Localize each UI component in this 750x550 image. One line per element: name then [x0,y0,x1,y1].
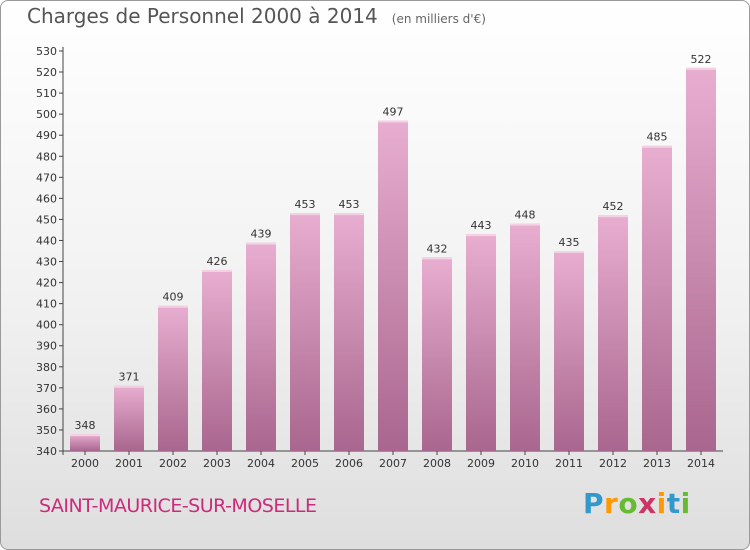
bar [70,434,100,451]
bar-top [158,305,188,308]
y-tick-label: 420 [36,277,57,290]
bar [598,215,628,451]
x-tick-label: 2002 [159,457,187,470]
bar-top [202,269,232,272]
y-tick-label: 350 [36,424,57,437]
bar [554,251,584,451]
chart-subtitle: (en milliers d'€) [391,12,486,26]
x-tick-label: 2000 [71,457,99,470]
y-tick-label: 430 [36,256,57,269]
x-tick-label: 2013 [643,457,671,470]
bar-top [422,257,452,260]
y-tick-label: 490 [36,129,57,142]
y-tick-label: 440 [36,234,57,247]
bar [378,120,408,451]
y-tick-label: 530 [36,45,57,58]
bar-top [598,215,628,218]
bar [290,213,320,451]
data-label: 426 [207,255,228,268]
x-tick-label: 2005 [291,457,319,470]
data-label: 485 [647,131,668,144]
logo-letter: o [618,487,639,520]
x-tick-label: 2007 [379,457,407,470]
title-text: Charges de Personnel 2000 à 2014 [27,4,378,28]
data-label: 435 [559,236,580,249]
bar [246,242,276,451]
logo-letter: i [656,487,667,520]
y-tick-label: 480 [36,150,57,163]
logo-letter: x [638,487,657,520]
bar [510,223,540,451]
proxiti-logo: Proxiti [583,487,691,520]
x-tick-label: 2006 [335,457,363,470]
logo-letter: i [680,487,691,520]
data-label: 443 [471,219,492,232]
data-label: 348 [75,419,96,432]
bar-top [70,434,100,437]
bar [422,257,452,451]
data-label: 432 [427,242,448,255]
x-tick-label: 2003 [203,457,231,470]
y-tick-label: 380 [36,361,57,374]
bar [158,305,188,451]
y-tick-label: 510 [36,87,57,100]
y-tick-label: 410 [36,298,57,311]
bar [114,385,144,451]
commune-name: SAINT-MAURICE-SUR-MOSELLE [39,495,317,517]
bar [202,269,232,451]
bar [642,145,672,451]
data-label: 453 [339,198,360,211]
data-label: 453 [295,198,316,211]
y-tick-label: 400 [36,319,57,332]
x-tick-label: 2010 [511,457,539,470]
logo-letter: t [666,487,681,520]
data-label: 448 [515,209,536,222]
y-tick-label: 370 [36,382,57,395]
x-tick-label: 2008 [423,457,451,470]
y-tick-label: 360 [36,403,57,416]
data-label: 439 [251,228,272,241]
y-tick-label: 390 [36,340,57,353]
y-tick-label: 450 [36,213,57,226]
bar-top [686,67,716,70]
y-tick-label: 500 [36,108,57,121]
y-tick-label: 520 [36,66,57,79]
bar [466,234,496,451]
x-tick-label: 2011 [555,457,583,470]
bar-top [290,213,320,216]
logo-letter: r [604,487,619,520]
bar-top [466,234,496,237]
bar-top [510,223,540,226]
y-tick-label: 340 [36,445,57,458]
y-tick-label: 470 [36,171,57,184]
bar-top [114,385,144,388]
data-label: 409 [163,291,184,304]
bar [334,213,364,451]
logo-letter: P [583,487,605,520]
chart-title: Charges de Personnel 2000 à 2014 (en mill… [27,4,486,28]
x-tick-label: 2012 [599,457,627,470]
x-tick-label: 2004 [247,457,275,470]
data-label: 497 [383,105,404,118]
bar-top [554,251,584,253]
x-tick-label: 2001 [115,457,143,470]
bar-top [378,120,408,123]
data-label: 371 [119,371,140,384]
bar-top [246,242,276,245]
data-label: 452 [603,200,624,213]
y-tick-label: 460 [36,192,57,205]
bar-top [334,213,364,216]
x-tick-label: 2014 [687,457,715,470]
bar-top [642,145,672,148]
bar [686,67,716,451]
x-tick-label: 2009 [467,457,495,470]
data-label: 522 [691,53,712,66]
